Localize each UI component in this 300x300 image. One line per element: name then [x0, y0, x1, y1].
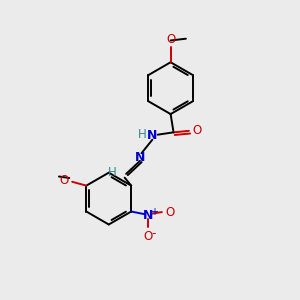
Text: N: N — [135, 151, 145, 164]
Text: +: + — [150, 206, 158, 217]
Text: O: O — [193, 124, 202, 137]
Text: O: O — [166, 33, 175, 46]
Text: N: N — [143, 208, 154, 222]
Text: N: N — [147, 129, 158, 142]
Text: H: H — [108, 166, 116, 179]
Text: H: H — [138, 128, 147, 141]
Text: O: O — [59, 174, 69, 187]
Text: O: O — [165, 206, 175, 219]
Text: -: - — [152, 227, 156, 240]
Text: O: O — [144, 230, 153, 243]
